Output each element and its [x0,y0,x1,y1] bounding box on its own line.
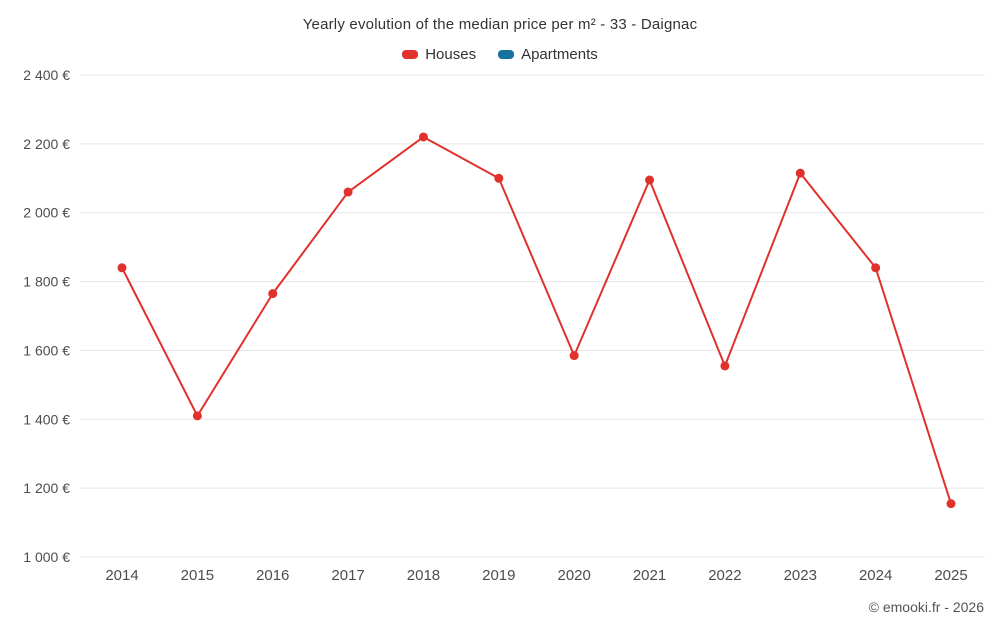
x-tick-label: 2017 [331,567,364,584]
y-tick-label: 1 000 € [23,549,70,565]
data-point[interactable] [418,132,428,142]
legend: Houses Apartments [0,46,1000,63]
data-point[interactable] [720,361,730,371]
y-tick-label: 1 200 € [23,480,70,496]
houses-line [121,135,952,504]
houses-legend-label: Houses [425,46,477,63]
y-tick-label: 2 000 € [23,205,70,221]
apartments-legend-swatch [498,50,515,59]
legend-item-houses[interactable]: Houses [402,46,476,63]
data-point[interactable] [192,411,202,421]
y-tick-label: 1 400 € [23,411,70,427]
x-tick-label: 2018 [407,567,440,584]
x-tick-label: 2024 [859,567,892,584]
x-tick-label: 2025 [934,567,967,584]
y-tick-label: 1 800 € [23,274,70,290]
apartments-legend-label: Apartments [521,46,598,63]
y-tick-label: 2 200 € [23,136,70,152]
x-tick-label: 2019 [482,567,515,584]
houses-legend-swatch [402,50,419,59]
copyright-credit: © emooki.fr - 2026 [868,599,984,615]
chart-title: Yearly evolution of the median price per… [302,16,698,33]
data-point[interactable] [946,499,956,509]
data-point[interactable] [117,263,127,273]
y-tick-label: 2 400 € [23,67,70,83]
data-point[interactable] [795,168,805,178]
data-point[interactable] [645,175,655,185]
x-tick-label: 2014 [105,567,138,584]
x-tick-label: 2023 [784,567,817,584]
y-tick-label: 1 600 € [23,342,70,358]
x-tick-label: 2022 [708,567,741,584]
x-tick-label: 2021 [633,567,666,584]
legend-item-apartments[interactable]: Apartments [498,46,598,63]
data-point[interactable] [569,351,579,361]
x-tick-label: 2020 [557,567,590,584]
data-point[interactable] [871,263,881,273]
x-tick-label: 2015 [181,567,214,584]
data-point[interactable] [268,289,278,299]
x-tick-label: 2016 [256,567,289,584]
data-point[interactable] [494,173,504,183]
data-point[interactable] [343,187,353,197]
